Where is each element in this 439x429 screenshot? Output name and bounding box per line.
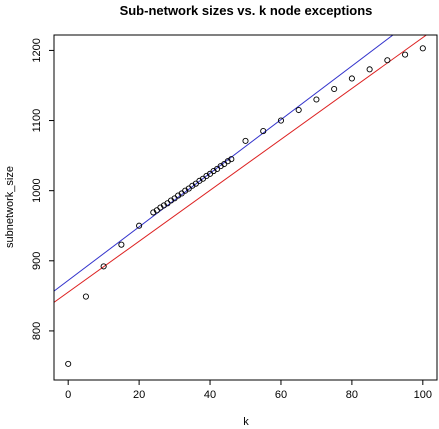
trend-line-1 [54,35,394,292]
data-point [313,96,320,103]
data-point [366,66,373,73]
plot-frame [53,34,438,381]
y-tick-label: 1100 [31,109,43,133]
y-axis-label: subnetwork_size [4,166,16,248]
x-tick-label: 20 [133,389,145,401]
data-point [65,360,72,367]
x-tick-label: 0 [65,389,71,401]
data-point [118,241,125,248]
data-point [260,128,267,135]
trend-line-2 [54,35,428,303]
trend-lines [54,35,428,303]
data-points [65,45,426,367]
data-point [402,51,409,58]
data-point [331,85,338,93]
y-tick-label: 1200 [31,38,43,62]
x-tick-label: 100 [414,389,432,401]
x-axis: 0 20 40 60 80 100 [65,380,432,401]
x-axis-label: k [243,416,249,428]
y-tick-label: 1000 [31,178,43,202]
data-point [419,45,426,52]
y-tick-label: 800 [31,322,43,340]
x-tick-label: 40 [204,389,216,401]
y-axis: 800 900 1000 1100 1200 [31,38,54,340]
chart-title: Sub-network sizes vs. k node exceptions [120,3,373,18]
data-point [384,57,391,64]
data-point [82,293,89,300]
data-point [295,106,302,114]
data-point [136,222,143,229]
data-point [348,75,355,82]
data-point [242,137,249,144]
data-point [228,156,235,163]
data-point [100,263,107,270]
y-tick-label: 900 [31,252,43,270]
x-tick-label: 80 [346,389,358,401]
x-tick-label: 60 [275,389,287,401]
data-point [277,117,285,124]
